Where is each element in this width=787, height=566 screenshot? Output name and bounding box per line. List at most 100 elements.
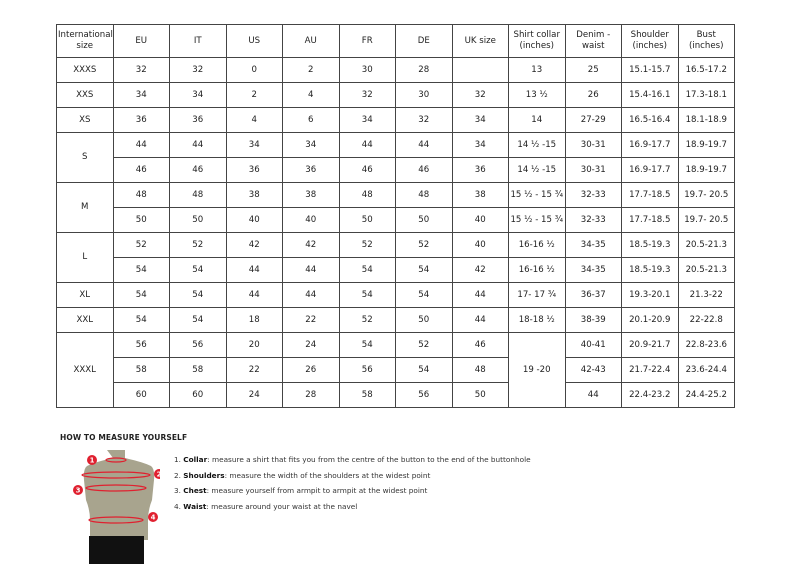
table-cell: 60 [169,382,227,408]
table-cell: 48 [338,182,396,208]
table-cell: 14 [508,107,566,133]
table-cell: 24 [282,332,340,358]
table-cell: 42 [225,232,283,258]
table-cell: 26 [564,82,622,108]
table-cell: 22.8-23.6 [677,332,735,358]
table-cell: 15 ½ - 15 ¾ [508,182,566,208]
table-row: 46 46 36 36 46 46 36 14 ½ -15 30-31 16.9-17.7 18.9… [57,157,735,183]
marker-4: 4 [151,514,156,522]
intl-size-cell: XXXL [56,332,114,408]
table-cell: 16-16 ½ [508,232,566,258]
table-row: XXS 34 34 2 4 32 30 32 13 ½ 26 15.4-16.1 17.3-18.1 [56,82,735,108]
table-cell: 18.1-18.9 [677,107,735,133]
table-cell: 50 [395,307,453,333]
table-cell: 38 [451,182,509,208]
step-shoulders: 2. Shoulders: measure the width of the s… [174,470,431,480]
table-cell: 40-41 [564,332,622,358]
table-cell: 50 [451,382,509,408]
table-cell: 36-37 [564,282,622,308]
table-cell: 20 [225,332,283,358]
table-cell: 42 [451,257,509,283]
table-cell: 54 [338,257,396,283]
table-cell: 36 [282,157,340,183]
table-cell: 13 [508,57,566,83]
table-cell: 44 [451,282,509,308]
table-cell: 20.5-21.3 [677,257,735,283]
intl-size-cell: XXL [56,307,114,333]
table-cell: 46 [112,157,170,183]
table-cell: 56 [169,332,227,358]
marker-1: 1 [90,457,95,465]
column-header: Shoulder (inches) [621,24,679,58]
measure-steps: 1. Collar: measure a shirt that fits you… [174,452,531,514]
intl-size-cell: XS [56,107,114,133]
column-header: IT [169,24,227,58]
table-cell: 20.9-21.7 [621,332,679,358]
guide-title: HOW TO MEASURE YOURSELF [60,433,188,442]
step-chest: 3. Chest: measure yourself from armpit t… [174,486,428,495]
table-row: XS 36 36 4 6 34 32 34 14 27-29 16.5-16.4 18.1-18.9 [56,107,735,133]
table-cell: 32 [112,57,170,83]
intl-size-cell: XXXS [56,57,114,83]
table-cell: 46 [338,157,396,183]
table-cell: 17.7-18.5 [621,182,679,208]
table-cell: 54 [169,282,227,308]
table-cell: 30-31 [564,157,622,183]
shorts-icon [89,536,144,564]
table-cell: 28 [282,382,340,408]
table-cell: 16.9-17.7 [621,132,679,158]
column-header: International size [56,24,114,58]
table-cell: 40 [282,207,340,233]
table-cell: 22 [282,307,340,333]
table-cell: 38 [282,182,340,208]
table-cell: 42-43 [564,357,622,383]
table-row: XL 54 54 44 44 54 54 44 17- 17 ¾ 36-37 19.3-20.1 21… [56,282,735,308]
table-cell: 54 [112,282,170,308]
table-cell: 54 [395,257,453,283]
table-cell: 16.9-17.7 [621,157,679,183]
table-cell: 34 [225,132,283,158]
table-cell: 44 [564,382,622,408]
table-cell: 52 [112,232,170,258]
table-cell: 54 [338,332,396,358]
table-cell: 32 [338,82,396,108]
table-cell: 44 [282,257,340,283]
table-cell: 52 [395,332,453,358]
table-cell: 54 [169,307,227,333]
table-cell: 54 [112,257,170,283]
table-cell: 20.1-20.9 [621,307,679,333]
table-cell: 13 ½ [508,82,566,108]
intl-size-cell: XXS [56,82,114,108]
table-cell: 34 [282,132,340,158]
intl-size-cell: S [56,132,114,183]
column-header: Denim - waist [564,24,622,58]
table-cell: 54 [169,257,227,283]
table-cell: 0 [225,57,283,83]
table-cell: 34 [451,107,509,133]
step-waist: 4. Waist: measure around your waist at t… [174,501,358,511]
table-cell: 44 [225,282,283,308]
table-cell: 44 [395,132,453,158]
column-header: AU [282,24,340,58]
table-cell: 38-39 [564,307,622,333]
column-header: Bust (inches) [677,24,735,58]
table-cell: 20.5-21.3 [677,232,735,258]
table-cell: 22 [225,357,283,383]
table-cell: 22-22.8 [677,307,735,333]
table-row: S 44 44 34 34 44 44 34 14 ½ -15 30-31 16.9-17.7 18.… [56,132,735,183]
table-cell: 4 [282,82,340,108]
table-row: 50 50 40 40 50 50 40 15 ½ - 15 ¾ 32-33 17.7-18.5 1… [57,207,735,233]
table-cell: 34-35 [564,257,622,283]
column-header: US [225,24,283,58]
table-cell: 32 [451,82,509,108]
table-cell: 44 [112,132,170,158]
table-cell: 44 [451,307,509,333]
table-cell: 58 [338,382,396,408]
table-cell: 23.6-24.4 [677,357,735,383]
table-cell: 32 [169,57,227,83]
column-header: Shirt collar (inches) [508,24,566,58]
table-cell: 21.7-22.4 [621,357,679,383]
table-cell: 14 ½ -15 [508,132,566,158]
table-cell: 46 [395,157,453,183]
table-cell: 28 [395,57,453,83]
